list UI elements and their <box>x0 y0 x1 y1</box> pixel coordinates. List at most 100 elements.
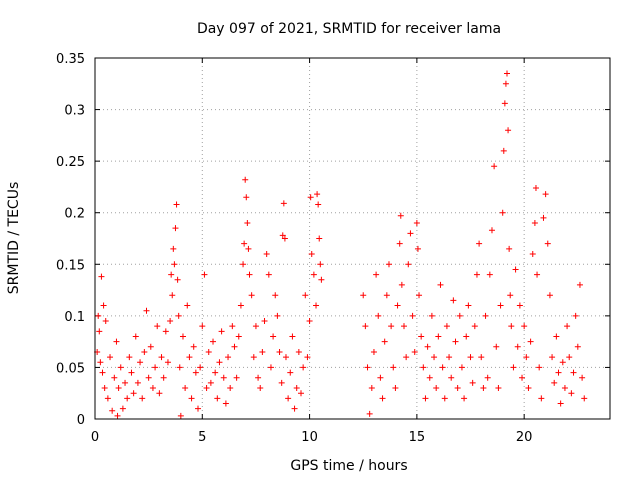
data-point <box>473 271 480 278</box>
data-point <box>561 385 568 392</box>
data-point <box>370 348 377 355</box>
data-point <box>564 323 571 330</box>
data-point <box>298 390 304 397</box>
x-tick-label: 15 <box>409 430 426 445</box>
data-point <box>176 364 183 371</box>
data-point <box>184 302 191 309</box>
data-point <box>568 390 575 397</box>
y-tick-label: 0.3 <box>64 104 85 119</box>
data-point <box>500 147 507 154</box>
data-point <box>527 338 534 345</box>
data-point <box>186 354 193 361</box>
data-point <box>154 323 161 330</box>
data-point <box>456 312 463 319</box>
data-point <box>263 250 270 257</box>
data-point <box>497 302 504 309</box>
data-point <box>172 225 179 232</box>
data-point <box>480 385 487 392</box>
y-axis-label: SRMTID / TECUs <box>6 182 22 295</box>
x-tick-label: 10 <box>301 430 318 445</box>
y-tick-label: 0.05 <box>56 361 85 376</box>
data-point <box>233 374 240 381</box>
data-point <box>379 395 386 402</box>
chart-title: Day 097 of 2021, SRMTID for receiver lam… <box>197 21 501 37</box>
y-tick-label: 0.15 <box>56 258 85 273</box>
data-point <box>188 395 195 402</box>
data-point <box>102 318 109 325</box>
data-point <box>169 292 176 299</box>
data-point <box>243 194 250 201</box>
data-point <box>152 364 159 371</box>
data-point <box>446 354 453 361</box>
data-point <box>156 390 163 397</box>
y-tick-label: 0.35 <box>56 52 85 67</box>
data-point <box>117 364 124 371</box>
data-point <box>235 333 242 340</box>
data-point <box>540 214 547 221</box>
data-point <box>534 271 541 278</box>
data-point <box>99 369 106 376</box>
data-point <box>285 395 292 402</box>
data-point <box>521 323 528 330</box>
data-point <box>390 364 397 371</box>
data-point <box>248 292 255 299</box>
data-point <box>231 343 238 350</box>
data-point <box>252 323 259 330</box>
data-point <box>177 412 184 419</box>
data-point <box>531 220 538 227</box>
data-point <box>318 276 325 283</box>
data-point <box>137 359 144 366</box>
data-point <box>164 359 171 366</box>
data-point <box>218 328 225 335</box>
data-point <box>132 333 139 340</box>
data-point <box>574 343 581 350</box>
data-point <box>195 405 201 412</box>
data-point <box>179 333 186 340</box>
data-point <box>222 400 229 407</box>
data-point <box>139 395 146 402</box>
data-point <box>96 328 103 335</box>
data-point <box>160 374 167 381</box>
data-point <box>278 379 285 386</box>
data-point <box>100 302 107 309</box>
data-point <box>128 369 135 376</box>
data-point <box>97 359 104 366</box>
data-point <box>143 307 150 314</box>
data-point <box>484 374 491 381</box>
data-point <box>282 354 289 361</box>
data-point <box>212 369 219 376</box>
data-point <box>158 354 165 361</box>
data-point <box>141 348 148 355</box>
data-point <box>476 240 483 247</box>
data-point <box>469 379 476 386</box>
data-point <box>107 354 114 361</box>
data-point <box>199 323 206 330</box>
data-point <box>576 281 583 288</box>
data-point <box>403 354 410 361</box>
data-point <box>525 385 532 392</box>
data-point <box>394 302 401 309</box>
data-point <box>314 191 321 198</box>
data-point <box>523 354 530 361</box>
data-point <box>281 235 288 242</box>
data-point <box>203 385 210 392</box>
data-point <box>114 412 121 419</box>
data-point <box>383 292 390 299</box>
data-point <box>450 297 457 304</box>
data-point <box>255 374 262 381</box>
data-point <box>101 385 108 392</box>
data-point <box>175 312 182 319</box>
data-point <box>373 271 380 278</box>
data-point <box>566 354 573 361</box>
data-point <box>216 359 223 366</box>
data-point <box>581 395 588 402</box>
data-point <box>405 261 412 268</box>
data-point <box>544 240 551 247</box>
data-point <box>289 333 296 340</box>
y-tick-label: 0.2 <box>64 207 85 222</box>
data-point <box>426 374 433 381</box>
data-point <box>368 385 375 392</box>
data-point <box>510 364 517 371</box>
data-point <box>130 390 137 397</box>
data-point <box>538 395 545 402</box>
